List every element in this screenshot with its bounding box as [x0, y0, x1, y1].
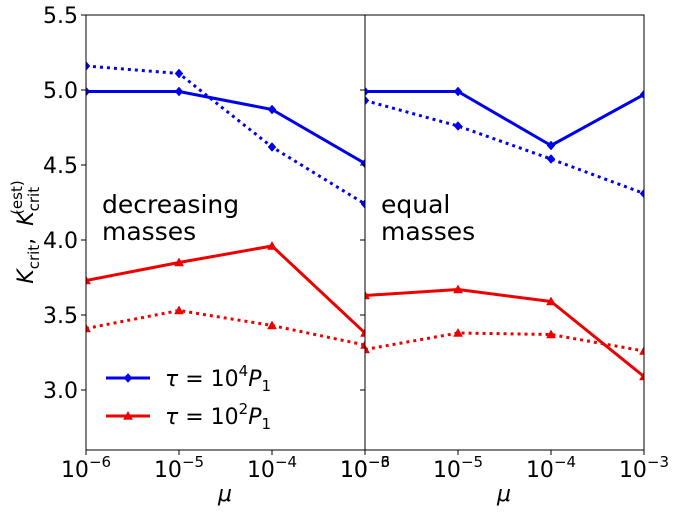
data-point-2-3 [639, 371, 644, 381]
data-point-3-0 [86, 323, 91, 333]
data-point-1-3 [360, 199, 365, 209]
y-tick-label: 4.0 [43, 229, 78, 254]
data-point-0-3 [360, 158, 365, 169]
series-line-dotted-3 [86, 309, 365, 347]
x-axis-label-left: μ [217, 482, 232, 507]
data-point-0-2 [546, 140, 556, 151]
series-line-solid-2 [365, 288, 644, 378]
x-tick-label: 10−3 [340, 453, 390, 483]
y-tick-label: 3.0 [43, 379, 78, 404]
data-point-3-2 [267, 320, 277, 330]
data-point-3-2 [546, 329, 556, 339]
data-point-3-0 [365, 344, 370, 354]
data-point-3-1 [453, 327, 463, 337]
panel-label-line-2: masses [381, 217, 475, 246]
data-point-2-2 [267, 240, 277, 250]
x-tick-label: 10−6 [61, 453, 111, 483]
x-tick-label: 10−3 [619, 453, 669, 483]
series-line-dotted-1 [365, 99, 644, 195]
data-point-1-2 [267, 142, 277, 152]
data-point-1-1 [453, 121, 463, 131]
panel-label-left: decreasing masses [102, 190, 247, 246]
x-tick-label: 10−4 [526, 453, 576, 483]
legend-swatch-marker [123, 410, 133, 420]
data-point-2-3 [360, 327, 365, 337]
data-point-2-0 [86, 275, 91, 285]
series-line-solid-0 [365, 90, 644, 147]
data-point-3-1 [174, 305, 184, 315]
data-point-0-0 [86, 86, 91, 97]
data-point-2-1 [174, 257, 184, 267]
series-line-solid-0 [86, 90, 365, 165]
legend-label: τ = 104P1 [165, 362, 271, 395]
x-tick-label: 10−5 [433, 453, 483, 483]
data-point-2-0 [365, 290, 370, 300]
x-axis-label-right: μ [496, 482, 511, 507]
panel-label-right: equal masses [381, 190, 475, 246]
data-point-3-3 [360, 339, 365, 349]
y-tick-label: 3.5 [43, 304, 78, 329]
data-point-1-0 [365, 95, 370, 106]
data-point-0-3 [639, 89, 644, 100]
y-axis-label: Kcrit,Kcrit(est) [8, 180, 43, 283]
legend-swatch-marker [123, 373, 133, 383]
panel-label-line-1: decreasing [102, 190, 239, 219]
legend-label: τ = 102P1 [165, 400, 271, 433]
data-point-1-3 [639, 188, 644, 199]
series-line-dotted-3 [365, 331, 644, 353]
svg-text:Kcrit,Kcrit(est): Kcrit,Kcrit(est) [8, 180, 43, 283]
y-tick-label: 5.5 [43, 4, 78, 29]
data-point-1-2 [546, 154, 556, 164]
data-point-1-0 [86, 61, 91, 71]
x-tick-label: 10−6 [340, 453, 390, 483]
panel-label-line-1: equal [381, 190, 450, 219]
y-tick-label: 5.0 [43, 79, 78, 104]
data-point-3-3 [639, 345, 644, 355]
data-point-2-2 [546, 296, 556, 306]
data-point-0-1 [453, 86, 463, 97]
panel-equal-masses: 10−6 10−5 10−4 10−3 equal masses μ [340, 14, 669, 507]
y-tick-label: 4.5 [43, 154, 78, 179]
data-point-0-0 [365, 86, 370, 97]
data-point-1-1 [174, 68, 184, 79]
series-line-solid-2 [86, 244, 365, 335]
x-tick-label: 10−4 [247, 453, 297, 483]
axes-frame-right [364, 14, 645, 451]
series-line-dotted-1 [86, 64, 365, 206]
data-point-0-2 [267, 104, 277, 115]
data-point-0-1 [174, 86, 184, 97]
panel-decreasing-masses: 10−6 10−5 10−4 10−3 3.0 3.5 4.0 4.5 5.0 5.5 decre… [43, 4, 390, 507]
panel-label-line-2: masses [102, 217, 196, 246]
data-point-2-1 [453, 284, 463, 294]
legend: τ = 104P1 τ = 102P1 [106, 362, 271, 433]
x-tick-label: 10−5 [154, 453, 204, 483]
